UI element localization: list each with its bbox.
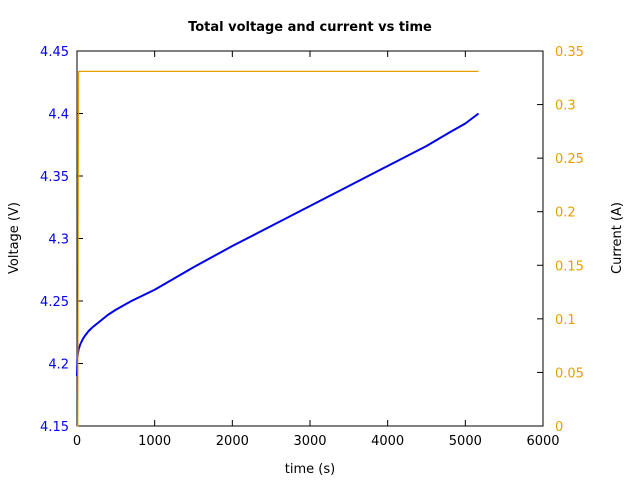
left-y-tick-label: 4.4 (48, 108, 69, 123)
right-y-tick-label: 0.1 (555, 313, 576, 328)
right-y-tick-label: 0 (555, 420, 563, 435)
right-y-tick-label: 0.05 (555, 366, 584, 381)
x-axis-label: time (s) (285, 462, 335, 477)
x-tick-label: 1000 (138, 434, 171, 449)
left-y-axis-label: Voltage (V) (7, 202, 22, 274)
right-y-tick-label: 0.3 (555, 99, 576, 114)
x-tick-label: 4000 (371, 434, 404, 449)
left-y-tick-label: 4.2 (48, 358, 69, 373)
chart-title: Total voltage and current vs time (188, 20, 432, 35)
x-tick-label: 3000 (293, 434, 326, 449)
voltage-series-line (76, 112, 480, 377)
series-group (76, 70, 480, 427)
left-y-axis: 4.15 4.2 4.25 4.3 4.35 4.4 4.45 (40, 45, 83, 435)
x-tick-label: 5000 (449, 434, 482, 449)
left-y-tick-label: 4.15 (40, 420, 69, 435)
right-y-axis: 0 0.05 0.1 0.15 0.2 0.25 0.3 0.35 (537, 45, 584, 435)
right-y-tick-label: 0.15 (555, 259, 584, 274)
left-y-tick-label: 4.35 (40, 170, 69, 185)
left-y-tick-label: 4.25 (40, 295, 69, 310)
x-tick-label: 0 (73, 434, 81, 449)
plot-frame (76, 50, 544, 427)
right-y-tick-label: 0.35 (555, 45, 584, 60)
left-y-tick-label: 4.45 (40, 45, 69, 60)
current-series-line (77, 70, 479, 427)
right-y-axis-label: Current (A) (610, 202, 625, 274)
right-y-tick-label: 0.25 (555, 152, 584, 167)
x-tick-label: 2000 (216, 434, 249, 449)
x-axis: 0 1000 2000 3000 4000 5000 6000 (73, 51, 560, 449)
right-y-tick-label: 0.2 (555, 206, 576, 221)
x-tick-label: 6000 (526, 434, 559, 449)
left-y-tick-label: 4.3 (48, 233, 69, 248)
